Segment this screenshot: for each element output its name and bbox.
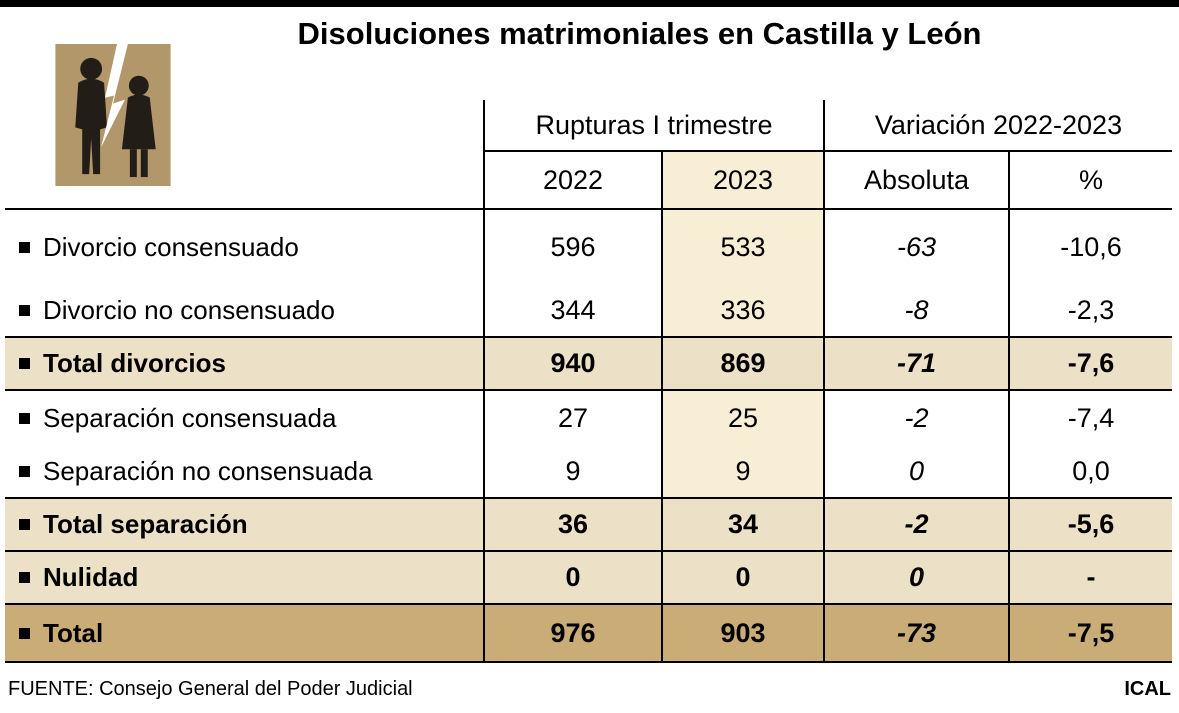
- bullet-square-icon: [19, 519, 30, 530]
- table-header-columns: 2022 2023 Absoluta %: [5, 152, 1172, 210]
- header-col-2022: 2022: [483, 152, 661, 208]
- header-spacer: [5, 100, 483, 152]
- row-label: Separación consensuada: [43, 403, 337, 433]
- value-2023: 533: [661, 210, 823, 284]
- header-group-rupturas: Rupturas I trimestre: [483, 100, 823, 152]
- row-label-cell: Separación no consensuada: [5, 446, 483, 497]
- value-absoluta: -63: [823, 210, 1008, 284]
- header-col-2023: 2023: [661, 152, 823, 208]
- top-black-bar: [0, 0, 1179, 7]
- row-label-cell: Divorcio consensuado: [5, 210, 483, 284]
- row-label: Total divorcios: [43, 348, 226, 378]
- value-2022: 976: [483, 605, 661, 661]
- table-row-total-separacion: Total separación 36 34 -2 -5,6: [5, 499, 1172, 552]
- value-2023: 25: [661, 391, 823, 446]
- table-row: Separación consensuada 27 25 -2 -7,4: [5, 391, 1172, 446]
- row-label: Divorcio no consensuado: [43, 294, 335, 325]
- value-absoluta: -8: [823, 284, 1008, 336]
- bullet-square-icon: [19, 572, 30, 583]
- row-label-cell: Total separación: [5, 499, 483, 550]
- bullet-square-icon: [19, 304, 30, 316]
- value-pct: -: [1008, 552, 1172, 603]
- table-header-groups: Rupturas I trimestre Variación 2022-2023: [5, 100, 1172, 152]
- table-row-total: Total 976 903 -73 -7,5: [5, 605, 1172, 663]
- value-pct: -7,5: [1008, 605, 1172, 661]
- header-empty-cell: [5, 152, 483, 208]
- value-pct: -5,6: [1008, 499, 1172, 550]
- table-row: Separación no consensuada 9 9 0 0,0: [5, 446, 1172, 499]
- value-absoluta: 0: [823, 552, 1008, 603]
- bullet-square-icon: [19, 627, 30, 639]
- row-label-cell: Total divorcios: [5, 338, 483, 389]
- value-absoluta: -2: [823, 499, 1008, 550]
- value-pct: -2,3: [1008, 284, 1172, 336]
- bullet-square-icon: [19, 466, 30, 477]
- page-title: Disoluciones matrimoniales en Castilla y…: [297, 16, 982, 51]
- row-label-cell: Separación consensuada: [5, 391, 483, 446]
- value-pct: -7,6: [1008, 338, 1172, 389]
- value-2022: 36: [483, 499, 661, 550]
- row-label: Nulidad: [43, 562, 139, 592]
- value-2023: 0: [661, 552, 823, 603]
- row-label: Total separación: [43, 509, 248, 539]
- bullet-square-icon: [19, 358, 30, 369]
- value-2023: 869: [661, 338, 823, 389]
- bullet-square-icon: [19, 241, 30, 253]
- value-2022: 27: [483, 391, 661, 446]
- value-2022: 344: [483, 284, 661, 336]
- row-label: Separación no consensuada: [43, 456, 373, 486]
- header-col-pct: %: [1008, 152, 1172, 208]
- agency-credit: ICAL: [1124, 678, 1171, 700]
- value-absoluta: 0: [823, 446, 1008, 497]
- value-pct: -10,6: [1008, 210, 1172, 284]
- value-2023: 9: [661, 446, 823, 497]
- footer: FUENTE: Consejo General del Poder Judici…: [8, 678, 1171, 701]
- value-absoluta: -71: [823, 338, 1008, 389]
- value-2023: 336: [661, 284, 823, 336]
- header-col-absoluta: Absoluta: [823, 152, 1008, 208]
- bullet-square-icon: [19, 413, 30, 424]
- value-absoluta: -73: [823, 605, 1008, 661]
- value-2022: 0: [483, 552, 661, 603]
- value-2023: 34: [661, 499, 823, 550]
- value-pct: 0,0: [1008, 446, 1172, 497]
- divorcing-couple-icon: [55, 44, 171, 186]
- row-label: Divorcio consensuado: [43, 231, 299, 262]
- row-label-cell: Nulidad: [5, 552, 483, 603]
- row-label-cell: Total: [5, 605, 483, 661]
- table-row-total-divorcios: Total divorcios 940 869 -71 -7,6: [5, 338, 1172, 391]
- header-group-variacion: Variación 2022-2023: [823, 100, 1172, 152]
- source-text: FUENTE: Consejo General del Poder Judici…: [8, 678, 413, 700]
- row-label-cell: Divorcio no consensuado: [5, 284, 483, 336]
- value-absoluta: -2: [823, 391, 1008, 446]
- table-row: Divorcio consensuado 596 533 -63 -10,6: [5, 210, 1172, 284]
- value-pct: -7,4: [1008, 391, 1172, 446]
- row-label: Total: [43, 617, 104, 648]
- value-2022: 9: [483, 446, 661, 497]
- value-2023: 903: [661, 605, 823, 661]
- table-row: Divorcio no consensuado 344 336 -8 -2,3: [5, 284, 1172, 338]
- data-table: Rupturas I trimestre Variación 2022-2023…: [5, 100, 1172, 663]
- value-2022: 940: [483, 338, 661, 389]
- table-row-nulidad: Nulidad 0 0 0 -: [5, 552, 1172, 605]
- value-2022: 596: [483, 210, 661, 284]
